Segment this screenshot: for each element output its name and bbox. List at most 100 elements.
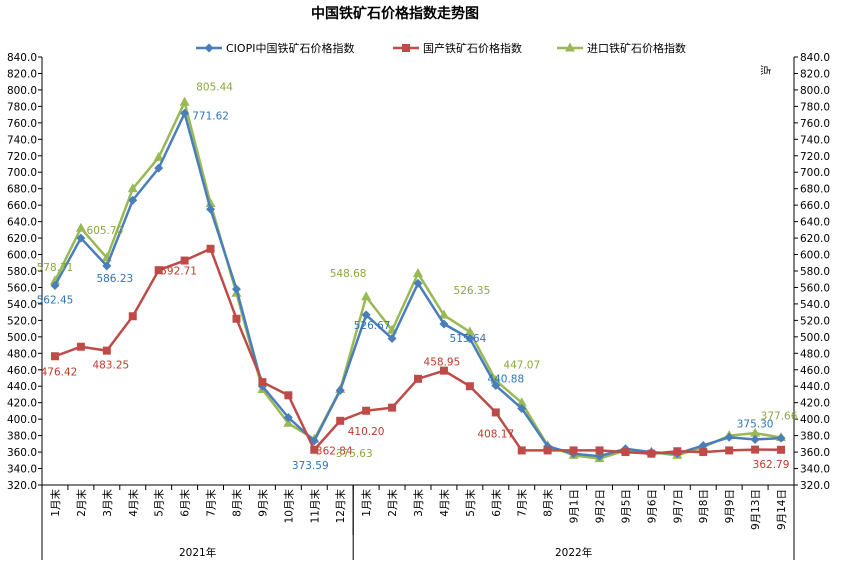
chart-title: 中国铁矿石价格指数走势图 (311, 5, 479, 22)
y2-tick-label: 340.0 (800, 464, 830, 476)
data-point-diamond (439, 319, 449, 329)
legend-label: 国产铁矿石价格指数 (423, 41, 522, 55)
x-tick-label: 12月末 (334, 489, 347, 524)
y2-tick-label: 840.0 (800, 52, 830, 64)
data-point-square (310, 445, 319, 454)
y-tick-label: 760.0 (7, 118, 37, 130)
y-tick-label: 560.0 (7, 282, 37, 294)
data-point-triangle (283, 417, 294, 427)
data-label: 483.25 (92, 360, 129, 372)
data-point-square (154, 266, 163, 275)
y2-tick-label: 760.0 (800, 118, 830, 130)
data-point-diamond (283, 413, 293, 423)
x-tick-label: 5月末 (464, 489, 477, 517)
y-tick-label: 380.0 (7, 431, 37, 443)
y2-tick-label: 620.0 (800, 233, 830, 245)
data-label: 805.44 (196, 81, 233, 93)
y-tick-label: 720.0 (7, 151, 37, 163)
data-label: 562.45 (37, 294, 74, 306)
x-tick-label: 9月5日 (620, 489, 632, 523)
legend: CIOPI中国铁矿石价格指数 国产铁矿石价格指数 进口铁矿石价格指数 (196, 41, 686, 55)
data-label: 548.68 (330, 268, 367, 280)
y-tick-label: 840.0 (7, 52, 37, 64)
data-point-square (336, 416, 345, 425)
x-tick-label: 3月末 (412, 489, 425, 517)
y2-tick-label: 320.0 (800, 480, 830, 492)
data-point-square (595, 446, 604, 455)
y2-tick-label: 560.0 (800, 282, 830, 294)
data-label: 408.17 (477, 428, 514, 440)
data-label: 373.59 (292, 460, 329, 472)
data-point-triangle (361, 291, 372, 301)
data-point-diamond (361, 310, 371, 320)
x-tick-label: 2月末 (75, 489, 88, 517)
data-point-square (673, 447, 682, 456)
y-tick-label: 320.0 (7, 480, 37, 492)
y-tick-label: 360.0 (7, 447, 37, 459)
y-tick-label: 400.0 (7, 414, 37, 426)
data-point-square (777, 445, 786, 454)
data-point-square (491, 408, 500, 417)
data-point-square (751, 445, 760, 454)
y2-tick-label: 660.0 (800, 200, 830, 212)
y-tick-label: 520.0 (7, 315, 37, 327)
data-point-diamond (387, 333, 397, 343)
data-point-diamond (517, 403, 527, 413)
x-tick-label: 9月7日 (672, 489, 684, 523)
data-point-square (439, 366, 448, 375)
data-point-square (543, 446, 552, 455)
x-tick-label: 7月末 (516, 489, 529, 517)
y2-tick-label: 780.0 (800, 101, 830, 113)
x-tick-label: 1月末 (49, 489, 62, 517)
data-point-triangle (179, 96, 190, 106)
x-tick-label: 10月末 (282, 489, 295, 524)
data-point-square (76, 342, 85, 351)
y2-tick-label: 600.0 (800, 250, 830, 262)
data-point-diamond (204, 43, 214, 53)
data-point-square (362, 406, 371, 415)
data-point-diamond (724, 432, 734, 442)
x-tick-label: 11月末 (308, 489, 321, 524)
x-tick-label: 4月末 (127, 489, 140, 517)
y-tick-label: 500.0 (7, 332, 37, 344)
data-point-diamond (491, 381, 501, 391)
data-label: 440.88 (487, 374, 524, 386)
data-label: 375.30 (737, 418, 774, 430)
x-tick-label: 7月末 (205, 489, 218, 517)
data-label: 447.07 (503, 359, 540, 371)
data-label: 362.79 (753, 459, 790, 471)
x-tick-label: 1月末 (360, 489, 373, 517)
x-tick-label: 9月1日 (569, 489, 581, 523)
x-tick-label: 6月末 (179, 489, 192, 517)
y2-tick-label: 420.0 (800, 398, 830, 410)
y-tick-label: 680.0 (7, 184, 37, 196)
x-tick-label: 9月14日 (776, 489, 788, 530)
data-label: 605.70 (87, 225, 124, 237)
x-tick-label: 9月2日 (595, 489, 607, 523)
data-label: 592.71 (160, 266, 197, 278)
data-label: 375.63 (336, 448, 373, 460)
y2-tick-label: 800.0 (800, 85, 830, 97)
data-point-square (284, 391, 293, 400)
data-point-triangle (464, 326, 475, 336)
y2-tick-label: 460.0 (800, 365, 830, 377)
legend-item-1: 国产铁矿石价格指数 (393, 41, 522, 55)
data-point-diamond (750, 434, 760, 444)
data-point-square (517, 446, 526, 455)
legend-item-2: 进口铁矿石价格指数 (557, 41, 686, 55)
data-point-square (388, 403, 397, 412)
data-point-diamond (128, 195, 138, 205)
x-tick-label: 6月末 (490, 489, 503, 517)
x-tick-label: 5月末 (153, 489, 166, 517)
y2-tick-label: 720.0 (800, 151, 830, 163)
data-label: 476.42 (41, 366, 78, 378)
y2-tick-label: 740.0 (800, 134, 830, 146)
y-tick-label: 440.0 (7, 381, 37, 393)
data-label: 377.66 (761, 411, 798, 423)
series-0 (50, 108, 786, 461)
y-tick-label: 620.0 (7, 233, 37, 245)
x-tick-label: 2月末 (386, 489, 399, 517)
data-point-square (569, 446, 578, 455)
y-tick-label: 800.0 (7, 85, 37, 97)
y-tick-label: 460.0 (7, 365, 37, 377)
